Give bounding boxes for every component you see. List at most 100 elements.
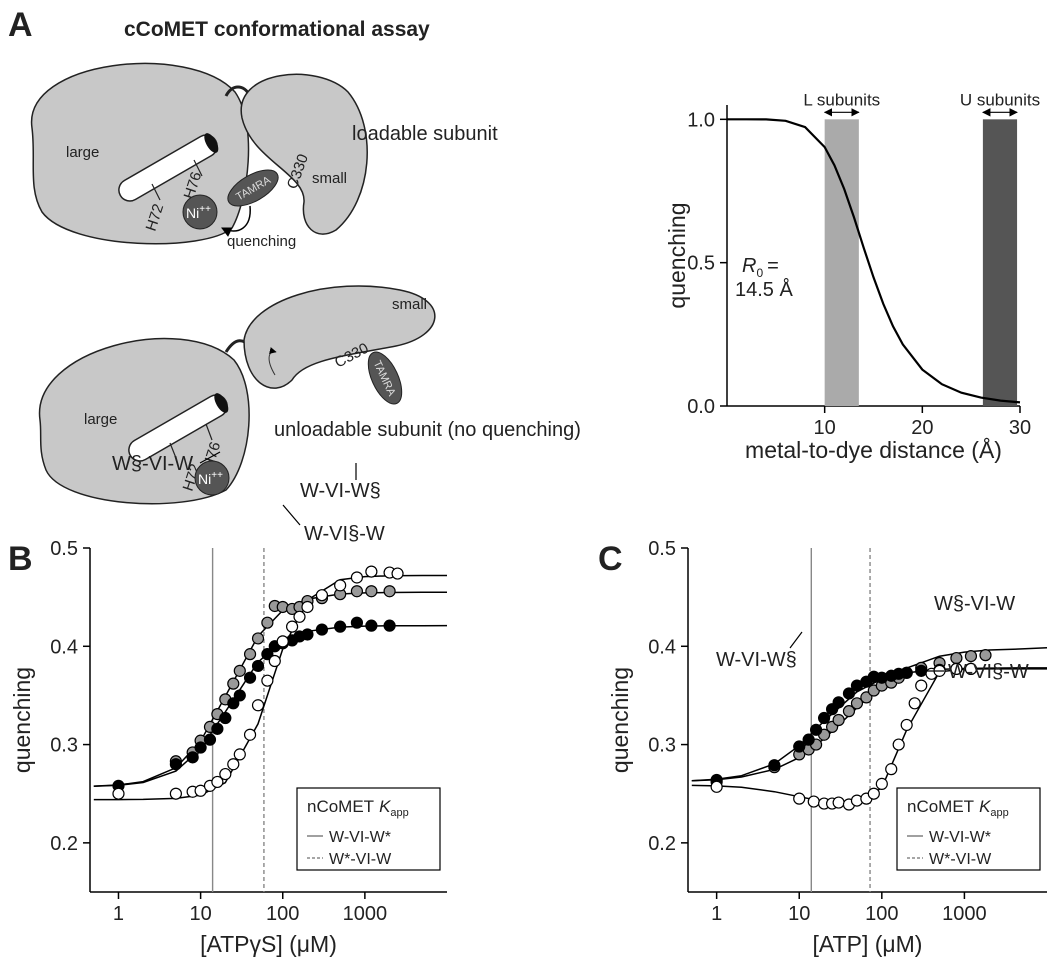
band: [982, 119, 1018, 406]
data-point: [950, 662, 963, 675]
panel-label: C: [598, 540, 623, 578]
data-point: [964, 662, 978, 675]
legend-box: [896, 787, 1041, 871]
arrow-label: quenching: [227, 233, 296, 250]
data-point: [875, 777, 888, 790]
data-point: [334, 579, 347, 592]
data-point: [832, 796, 845, 809]
series-label: W-VI§-W: [948, 661, 1029, 683]
legend-title: nCoMET Kapp: [307, 797, 409, 819]
legend-box: [296, 787, 441, 871]
data-point: [169, 787, 182, 800]
chart: 0.2 0.3 0.4 0.5 1 10 100 1000 [ATPγS] (μM) quench…: [9, 451, 448, 957]
data-point: [211, 775, 224, 789]
dye: [227, 169, 279, 207]
series-label: W-VI-W§: [716, 649, 797, 671]
data-point: [768, 759, 781, 772]
diagram-caption: unloadable subunit (no quenching): [274, 419, 581, 441]
x-axis-title: [ATPγS] (μM): [200, 931, 337, 957]
data-point: [112, 787, 125, 800]
metal-ion: [194, 460, 230, 496]
series-label: W§-VI-W: [112, 453, 193, 475]
x-tick-label: 1: [711, 903, 722, 925]
x-tick-label: 1000: [942, 903, 987, 925]
metal-charge: ++: [211, 470, 223, 481]
data-point: [832, 696, 845, 709]
data-point: [227, 758, 240, 771]
small-domain: [243, 285, 436, 389]
metal-ion: [182, 194, 218, 230]
annotation-symbol: R: [742, 255, 756, 277]
y-tick-label: 0.2: [50, 833, 78, 855]
band-label: L subunits: [803, 90, 880, 109]
legend-title-subscript: app: [990, 807, 1008, 819]
data-point: [301, 628, 314, 641]
legend-title: nCoMET Kapp: [907, 797, 1009, 819]
data-point: [293, 610, 306, 623]
x-tick-label: 100: [865, 903, 898, 925]
y-tick-label: 0.4: [50, 636, 78, 658]
data-point: [964, 650, 978, 663]
data-point: [285, 620, 299, 633]
legend-label: W*-VI-W: [329, 851, 392, 868]
y-tick-label: 0.5: [50, 538, 78, 560]
label-leader: [789, 631, 803, 649]
legend-title-symbol: K: [979, 797, 991, 816]
large-domain: [39, 337, 250, 505]
legend-title-symbol: K: [379, 797, 391, 816]
data-point: [802, 733, 815, 746]
data-point: [315, 589, 329, 602]
label-leader: [199, 451, 221, 464]
panel-label: B: [8, 540, 33, 578]
data-point: [186, 751, 199, 764]
data-point: [885, 763, 898, 776]
data-point: [710, 780, 723, 793]
series-label: W§-VI-W: [934, 593, 1015, 615]
y-tick-label: 0.2: [648, 833, 676, 855]
y-tick-label: 0.0: [687, 396, 715, 418]
data-point: [243, 648, 257, 661]
legend-label: W-VI-W*: [329, 829, 391, 846]
legend-title-subscript: app: [390, 807, 408, 819]
data-point: [842, 687, 856, 700]
annotation: R0 =: [742, 255, 779, 280]
y-axis-title: quenching: [664, 202, 690, 308]
metal-symbol: Ni: [198, 471, 211, 487]
diagram-caption: loadable subunit: [352, 123, 498, 145]
y-tick-label: 1.0: [687, 109, 715, 131]
legend-title-text: nCoMET: [907, 797, 974, 816]
annotation-value: 14.5 Å: [735, 278, 793, 301]
residue-stick: [205, 423, 213, 441]
data-point: [301, 600, 314, 614]
metal-charge: ++: [199, 204, 211, 215]
data-point: [276, 635, 289, 648]
series-label: W-VI§-W: [304, 523, 385, 545]
data-point: [365, 619, 378, 632]
helix: [128, 393, 229, 462]
annotation-equals: =: [767, 255, 779, 277]
residue-stick: [169, 442, 177, 459]
data-point: [233, 664, 246, 677]
data-point: [194, 741, 207, 754]
y-axis-title: quenching: [607, 667, 633, 773]
x-tick-label: 10: [814, 417, 836, 439]
data-point: [817, 711, 831, 725]
data-point: [268, 654, 281, 668]
x-axis-title: [ATP] (μM): [813, 931, 923, 957]
domain-label: small: [392, 296, 427, 313]
data-point: [807, 795, 820, 808]
y-axis-title: quenching: [9, 667, 35, 773]
unloadable-diagram: H72 H76 Ni++ TAMRA C330 small large unlo…: [39, 285, 581, 505]
x-tick-label: 1000: [343, 903, 388, 925]
y-tick-label: 0.5: [648, 538, 676, 560]
data-point: [233, 689, 246, 702]
quench-arrow: [221, 205, 251, 237]
x-tick-label: 100: [266, 903, 299, 925]
data-point: [350, 616, 364, 629]
chart: 0.0 0.5 1.0 10 20 30 metal-to-dye distance (Å)…: [664, 90, 1040, 463]
data-point: [908, 697, 921, 710]
band: [824, 119, 859, 406]
x-tick-label: 30: [1009, 417, 1031, 439]
metal-label: Ni++: [186, 204, 211, 221]
